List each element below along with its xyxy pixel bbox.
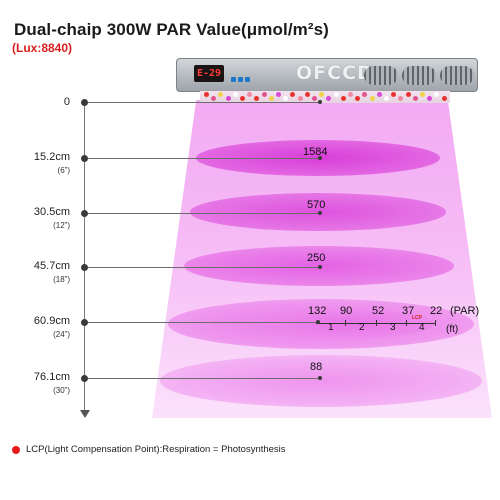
guide-dot [318, 265, 322, 269]
distance-label: 76.1cm [33, 371, 70, 383]
guide-line [88, 213, 320, 214]
par-value-3ft: 37 [402, 305, 415, 317]
ft-label: 3 [390, 322, 396, 333]
guide-dot [318, 376, 322, 380]
axis-arrow-icon [80, 410, 90, 418]
distance-inches: (24”) [53, 330, 70, 339]
ft-unit-label: (ft) [446, 324, 459, 335]
led-dot [312, 96, 317, 101]
led-dot [355, 96, 361, 101]
led-dot [319, 92, 325, 97]
led-dot [391, 92, 397, 97]
led-dot [427, 96, 433, 101]
distance-inches: (6”) [57, 166, 70, 175]
guide-line [88, 267, 320, 268]
led-dot [340, 96, 346, 101]
lcp-marker: LCP [412, 315, 422, 321]
par-value: 250 [307, 252, 326, 264]
axis-tick [81, 319, 88, 326]
led-dot [247, 92, 253, 97]
led-dot [441, 96, 447, 101]
par-value-4ft: 22 [430, 305, 443, 317]
guide-dot [318, 156, 322, 160]
led-dot [412, 96, 418, 101]
vent-icon [364, 66, 398, 85]
guide-line [88, 378, 320, 379]
par-value-2ft: 52 [372, 305, 385, 317]
led-dot [369, 96, 375, 101]
guide-line [88, 322, 316, 323]
axis-tick [81, 155, 88, 162]
scale-tick [376, 320, 377, 326]
axis-tick [81, 375, 88, 382]
led-dot [283, 96, 289, 101]
led-dot [204, 92, 209, 97]
par-value-1ft: 90 [340, 305, 353, 317]
lux-value: (Lux:8840) [12, 41, 73, 55]
distance-label: 30.5cm [33, 206, 70, 218]
led-dot [276, 92, 281, 97]
led-dot [398, 96, 404, 101]
vent-icon [440, 66, 474, 85]
led-dot [420, 92, 425, 97]
distance-inches: (12”) [53, 221, 70, 230]
lamp-digital-display: E-29 [194, 65, 224, 82]
distance-inches: (30”) [53, 386, 70, 395]
scale-tick [345, 320, 346, 326]
led-dot [232, 92, 238, 97]
par-value: 570 [307, 199, 326, 211]
led-dot [384, 96, 389, 101]
par-unit-label: (PAR) [450, 305, 480, 317]
led-dot [348, 92, 353, 97]
led-dot [218, 92, 224, 97]
ft-label: 1 [328, 322, 334, 333]
par-value: 132 [308, 305, 327, 317]
led-dot [362, 92, 368, 97]
led-dot [211, 96, 217, 101]
guide-line [88, 102, 320, 103]
footprint-ellipse-60cm-inner [276, 310, 434, 338]
guide-line [88, 158, 320, 159]
scale-tick [406, 320, 407, 326]
distance-label: 45.7cm [33, 260, 70, 272]
led-dot [290, 92, 296, 97]
par-value: 88 [310, 361, 323, 373]
led-dot [240, 96, 245, 101]
distance-axis [84, 99, 85, 412]
guide-dot [318, 211, 322, 215]
distance-label: 60.9cm [33, 315, 70, 327]
scale-tick [435, 320, 436, 326]
led-dot [304, 92, 310, 97]
distance-inches: (18”) [53, 275, 70, 284]
axis-tick [81, 210, 88, 217]
led-dot [333, 92, 339, 97]
guide-dot [316, 320, 320, 324]
page-title: Dual-chaip 300W PAR Value(μmol/m²s) [14, 20, 329, 39]
led-dot [405, 92, 411, 97]
led-dot [326, 96, 332, 101]
led-array [200, 91, 450, 103]
led-dot [225, 96, 231, 101]
led-dot [268, 96, 274, 101]
ft-label: 2 [359, 322, 365, 333]
led-dot [297, 96, 303, 101]
footprint-ellipse-76cm [160, 355, 482, 407]
led-dot [261, 92, 267, 97]
distance-label: 0 [63, 96, 70, 108]
lcp-legend: LCP(Light Compensation Point):Respiratio… [26, 444, 286, 455]
led-dot [434, 92, 440, 97]
lamp-logo: OFCCD [296, 62, 374, 84]
vent-icon [402, 66, 436, 85]
lamp-control-buttons [230, 69, 260, 82]
guide-dot [318, 100, 322, 104]
legend-dot-icon [12, 446, 20, 454]
led-dot [376, 92, 382, 97]
axis-tick [81, 99, 88, 106]
ft-label: 4 [419, 322, 425, 333]
led-dot [254, 96, 260, 101]
par-value: 1584 [303, 146, 328, 158]
axis-tick [81, 264, 88, 271]
distance-label: 15.2cm [33, 151, 70, 163]
